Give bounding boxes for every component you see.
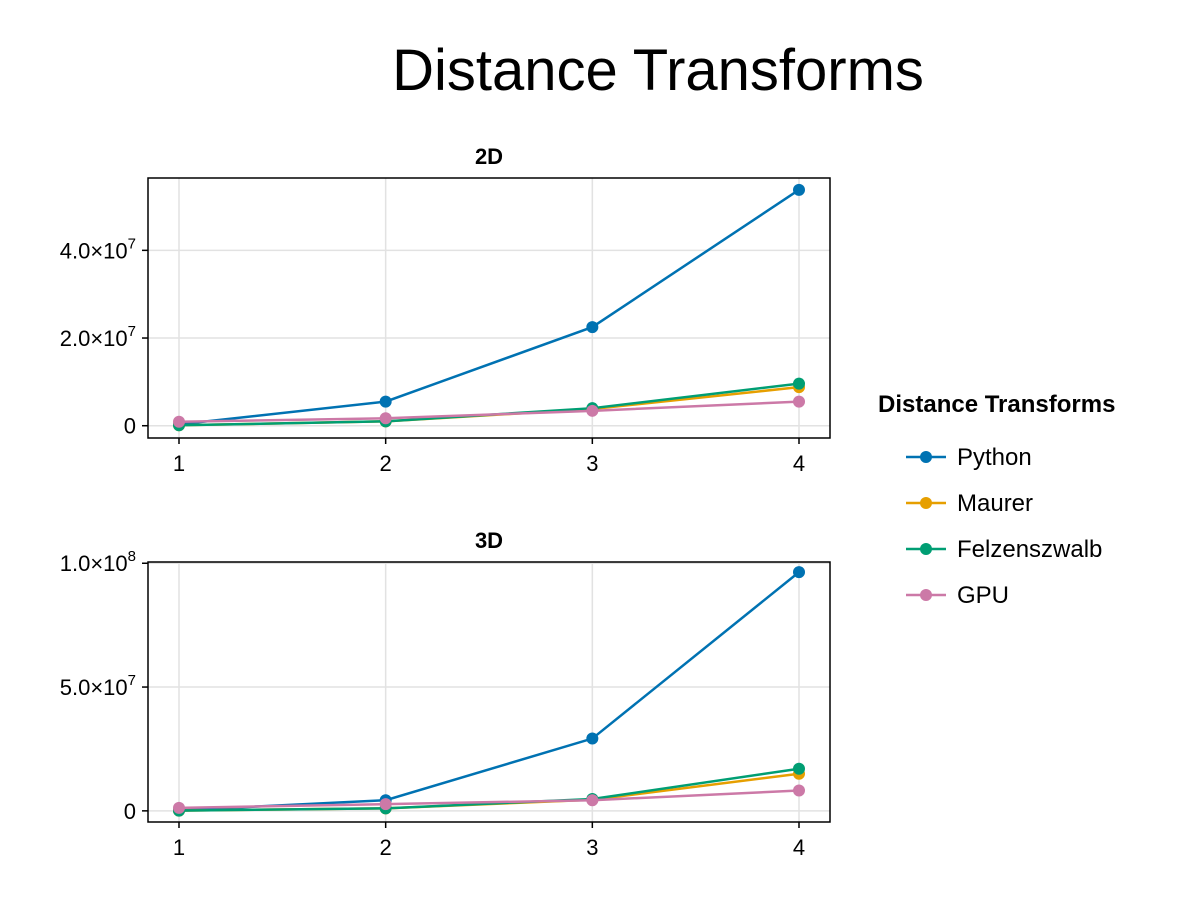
chart-0-data-point <box>793 377 805 390</box>
figure-title: Distance Transforms <box>392 38 924 103</box>
legend-title: Distance Transforms <box>878 391 1115 418</box>
chart-0-data-point <box>793 183 805 196</box>
chart-0-xtick-label: 1 <box>173 451 185 476</box>
chart-0-xtick-label: 4 <box>793 451 805 476</box>
legend-label: GPU <box>957 582 1009 609</box>
chart-1-title: 3D <box>475 528 503 553</box>
legend-item-felzenszwalb: Felzenszwalb <box>906 536 1102 563</box>
chart-1-frame <box>147 561 831 823</box>
chart-1-data-point <box>173 801 185 814</box>
chart-0-ytick-label: 4.0×107 <box>60 235 136 263</box>
chart-1-series-line <box>178 789 800 810</box>
chart-0-data-point <box>173 415 185 428</box>
legend-item-gpu: GPU <box>906 582 1009 609</box>
chart-0-data-point <box>586 404 599 417</box>
chart-1-xtick-label: 2 <box>380 835 392 860</box>
legend: Distance Transforms Python Maurer Felzensz… <box>878 391 1115 609</box>
chart-1-data-point <box>793 762 805 775</box>
legend-item-python: Python <box>906 444 1032 471</box>
chart-1-xtick-label: 1 <box>173 835 185 860</box>
chart-0-data-point <box>379 412 392 425</box>
legend-item-maurer: Maurer <box>906 490 1033 517</box>
chart-0-series-line <box>178 400 800 424</box>
chart-0-ytick-label: 2.0×107 <box>60 323 136 351</box>
chart-0-xtick-label: 2 <box>380 451 392 476</box>
chart-1-data-point <box>586 732 599 745</box>
legend-marker <box>920 451 932 463</box>
chart-1-data-point <box>793 784 805 797</box>
chart-1-ytick-exponent: 7 <box>128 672 136 689</box>
legend-marker <box>920 589 932 601</box>
chart-1-panel: 3D 1 2 3 4 0 5.0×107 1.0×108 <box>60 528 831 860</box>
chart-1-ytick-label: 1.0×108 <box>60 548 136 576</box>
chart-1-series-line <box>178 571 800 812</box>
chart-0-grid <box>148 178 830 438</box>
legend-items: Python Maurer Felzenszwalb GPU <box>906 444 1102 609</box>
chart-1-series-gpu <box>173 784 805 814</box>
chart-1-ytick-mantissa: 1.0×10 <box>60 551 128 576</box>
chart-1-xtick-label: 4 <box>793 835 805 860</box>
chart-0-data-point <box>586 321 599 334</box>
chart-0-data-point <box>793 395 805 408</box>
chart-1-data-point <box>379 798 392 811</box>
chart-0-title: 2D <box>475 144 503 169</box>
chart-1-series-python <box>173 566 805 817</box>
chart-0-xtick-label: 3 <box>586 451 598 476</box>
legend-marker <box>920 543 932 555</box>
legend-label: Python <box>957 444 1032 471</box>
legend-marker <box>920 497 932 509</box>
chart-0-series-line <box>178 188 800 426</box>
chart-0-ytick-mantissa: 0 <box>124 414 136 439</box>
legend-label: Felzenszwalb <box>957 536 1102 563</box>
chart-1-series-line <box>178 767 800 812</box>
chart-1-xtick-label: 3 <box>586 835 598 860</box>
chart-1-data-point <box>793 566 805 579</box>
chart-1-ytick-label: 0 <box>124 799 136 824</box>
chart-1-ytick-exponent: 8 <box>128 548 136 565</box>
chart-0-data-point <box>379 395 392 408</box>
chart-0-ytick-label: 0 <box>124 414 136 439</box>
chart-0-ytick-mantissa: 4.0×10 <box>60 238 128 263</box>
chart-1-data-point <box>586 794 599 807</box>
chart-0-ytick-mantissa: 2.0×10 <box>60 326 128 351</box>
chart-1-ytick-mantissa: 0 <box>124 799 136 824</box>
chart-1-ytick-mantissa: 5.0×10 <box>60 675 128 700</box>
chart-0-frame <box>147 177 831 439</box>
chart-0-ytick-exponent: 7 <box>128 323 136 340</box>
chart-1-ytick-label: 5.0×107 <box>60 672 136 700</box>
chart-0-series-gpu <box>173 395 805 428</box>
chart-1-grid <box>148 562 830 822</box>
legend-label: Maurer <box>957 490 1033 517</box>
chart-1-series-felzenszwalb <box>173 762 805 817</box>
chart-0-ytick-exponent: 7 <box>128 235 136 252</box>
